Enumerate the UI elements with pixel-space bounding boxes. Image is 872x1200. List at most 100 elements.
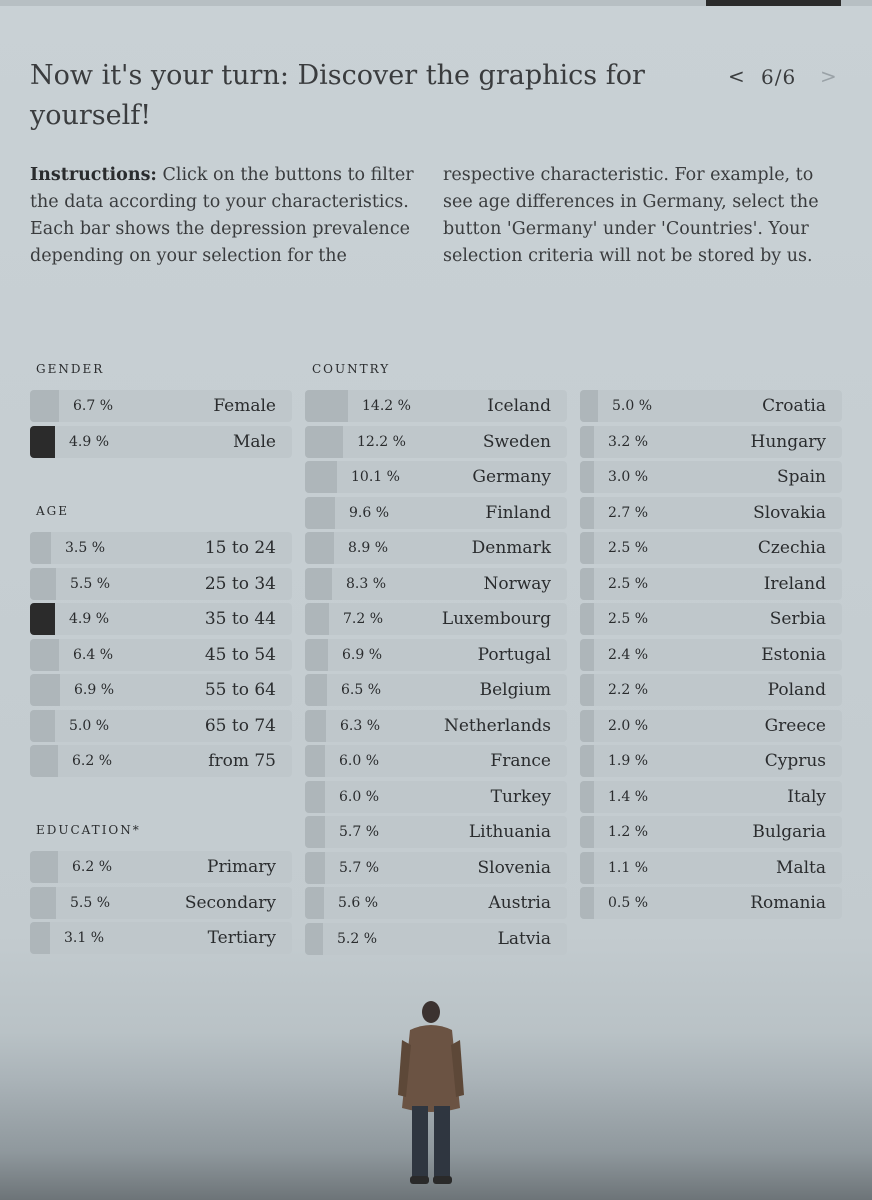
country-button-malta[interactable]: 1.1 % Malta — [580, 851, 842, 884]
value-bar — [305, 603, 329, 635]
country-button-bulgaria[interactable]: 1.2 % Bulgaria — [580, 816, 842, 848]
instructions-text: Click on the buttons to filter the data … — [30, 165, 819, 266]
value-bar — [305, 887, 324, 919]
value-bar — [30, 709, 55, 742]
country-button-lithuania[interactable]: 5.7 % Lithuania — [305, 816, 567, 848]
country-button-czechia[interactable]: 2.5 % Czechia — [580, 532, 842, 564]
country-button-portugal[interactable]: 6.9 % Portugal — [305, 638, 567, 671]
value-bar — [305, 816, 325, 848]
value-bar — [580, 638, 594, 671]
value-bar — [580, 603, 594, 635]
value-bar — [580, 780, 594, 813]
option-label: 45 to 54 — [204, 644, 276, 665]
country-button-ireland[interactable]: 2.5 % Ireland — [580, 567, 842, 600]
country-button-france[interactable]: 6.0 % France — [305, 745, 567, 777]
value-label: 5.6 % — [338, 895, 379, 911]
option-label: 25 to 34 — [204, 573, 276, 594]
country-button-luxembourg[interactable]: 7.2 % Luxembourg — [305, 603, 567, 635]
option-label: Luxembourg — [441, 609, 551, 629]
country-button-latvia[interactable]: 5.2 % Latvia — [305, 922, 567, 955]
country-button-serbia[interactable]: 2.5 % Serbia — [580, 603, 842, 635]
option-label: Turkey — [490, 786, 551, 807]
country-button-croatia[interactable]: 5.0 % Croatia — [580, 390, 842, 422]
value-label: 3.5 % — [65, 540, 106, 556]
value-bar — [305, 390, 348, 422]
value-bar — [30, 674, 60, 706]
country-button-netherlands[interactable]: 6.3 % Netherlands — [305, 709, 567, 742]
value-bar — [30, 390, 59, 422]
value-label: 4.9 % — [69, 433, 110, 450]
age-button-25-to-34[interactable]: 5.5 % 25 to 34 — [30, 567, 292, 600]
value-label: 2.2 % — [608, 682, 649, 698]
age-button-15-to-24[interactable]: 3.5 % 15 to 24 — [30, 532, 292, 564]
gender-button-female[interactable]: 6.7 % Female — [30, 390, 292, 422]
value-bar — [30, 532, 51, 564]
option-label: Slovenia — [477, 857, 551, 878]
option-label: France — [490, 751, 551, 771]
option-label: Male — [232, 431, 276, 452]
value-bar — [30, 745, 58, 777]
value-label: 5.5 % — [70, 575, 111, 592]
option-label: Latvia — [497, 928, 551, 949]
option-label: Tertiary — [207, 928, 276, 948]
value-label: 9.6 % — [349, 504, 390, 521]
country-button-turkey[interactable]: 6.0 % Turkey — [305, 780, 567, 813]
country-button-finland[interactable]: 9.6 % Finland — [305, 496, 567, 529]
value-bar — [305, 851, 325, 884]
age-button-45-to-54[interactable]: 6.4 % 45 to 54 — [30, 638, 292, 671]
option-label: Croatia — [762, 396, 826, 416]
value-bar — [305, 922, 323, 955]
age-button-from-75[interactable]: 6.2 % from 75 — [30, 745, 292, 777]
value-bar — [305, 674, 327, 706]
option-label: Italy — [787, 786, 826, 807]
pager: < 6/6 > — [728, 64, 838, 94]
education-button-secondary[interactable]: 5.5 % Secondary — [30, 886, 292, 919]
education-button-primary[interactable]: 6.2 % Primary — [30, 851, 292, 883]
country-button-norway[interactable]: 8.3 % Norway — [305, 567, 567, 600]
value-bar — [305, 532, 334, 564]
country-button-poland[interactable]: 2.2 % Poland — [580, 674, 842, 706]
age-button-65-to-74[interactable]: 5.0 % 65 to 74 — [30, 709, 292, 742]
option-label: Norway — [483, 573, 551, 594]
option-label: Hungary — [750, 431, 826, 452]
page-counter: 6/6 — [761, 65, 797, 89]
country-button-cyprus[interactable]: 1.9 % Cyprus — [580, 745, 842, 777]
country-button-belgium[interactable]: 6.5 % Belgium — [305, 674, 567, 706]
country-button-germany[interactable]: 10.1 % Germany — [305, 461, 567, 493]
country-button-sweden[interactable]: 12.2 % Sweden — [305, 425, 567, 458]
value-label: 2.7 % — [608, 504, 649, 521]
age-button-55-to-64[interactable]: 6.9 % 55 to 64 — [30, 674, 292, 706]
country-button-austria[interactable]: 5.6 % Austria — [305, 887, 567, 919]
education-button-tertiary[interactable]: 3.1 % Tertiary — [30, 922, 292, 954]
country-button-denmark[interactable]: 8.9 % Denmark — [305, 532, 567, 564]
country-button-iceland[interactable]: 14.2 % Iceland — [305, 390, 567, 422]
option-label: Czechia — [757, 538, 826, 558]
country-button-greece[interactable]: 2.0 % Greece — [580, 709, 842, 742]
option-label: Serbia — [769, 609, 826, 629]
option-label: Slovakia — [753, 502, 826, 523]
section-label-education: EDUCATION* — [36, 823, 141, 837]
value-label: 2.5 % — [608, 540, 649, 556]
country-button-slovenia[interactable]: 5.7 % Slovenia — [305, 851, 567, 884]
age-button-35-to-44[interactable]: 4.9 % 35 to 44 — [30, 603, 292, 635]
value-bar — [580, 567, 594, 600]
country-button-spain[interactable]: 3.0 % Spain — [580, 461, 842, 493]
country-button-romania[interactable]: 0.5 % Romania — [580, 887, 842, 919]
gender-button-male[interactable]: 4.9 % Male — [30, 425, 292, 458]
option-label: Sweden — [482, 431, 551, 452]
value-label: 1.4 % — [608, 788, 649, 805]
progress-indicator — [706, 0, 841, 6]
country-button-slovakia[interactable]: 2.7 % Slovakia — [580, 496, 842, 529]
value-bar — [30, 922, 50, 954]
value-bar — [580, 709, 594, 742]
country-button-estonia[interactable]: 2.4 % Estonia — [580, 638, 842, 671]
country-button-italy[interactable]: 1.4 % Italy — [580, 780, 842, 813]
value-bar — [580, 674, 594, 706]
value-label: 5.7 % — [339, 824, 380, 840]
value-label: 1.2 % — [608, 824, 649, 840]
country-button-hungary[interactable]: 3.2 % Hungary — [580, 425, 842, 458]
chevron-right-icon[interactable]: > — [820, 64, 837, 88]
chevron-left-icon[interactable]: < — [728, 64, 745, 88]
value-bar — [580, 816, 594, 848]
value-bar — [30, 851, 58, 883]
